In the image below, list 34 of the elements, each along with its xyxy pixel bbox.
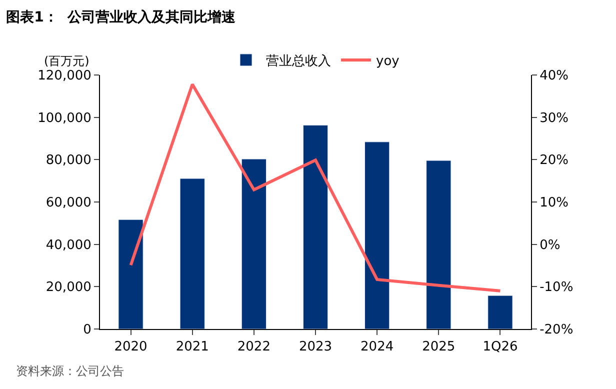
y-tick-label: 60,000 <box>46 196 92 211</box>
bar <box>488 295 513 329</box>
y-tick-label: 20,000 <box>46 280 92 296</box>
bar <box>364 142 390 329</box>
y2-tick-label: 30% <box>540 110 569 126</box>
bar <box>180 178 205 329</box>
y-tick-label: 100,000 <box>38 110 92 126</box>
y2-tick-label: 10% <box>540 196 569 211</box>
y2-tick-label: 40% <box>540 68 569 84</box>
x-tick-label: 2023 <box>298 340 332 355</box>
x-tick-label: 2022 <box>237 340 270 355</box>
chart-title: 图表1： 公司营业收入及其同比增速 <box>6 9 237 26</box>
y-tick-label: 80,000 <box>46 153 92 168</box>
y2-tick-label: 20% <box>540 153 569 168</box>
y-tick-label: 40,000 <box>46 238 92 253</box>
y2-tick-label: -10% <box>540 280 574 296</box>
bar <box>302 124 328 329</box>
legend-label: yoy <box>376 54 400 70</box>
bar <box>426 160 452 329</box>
y-tick-label: 0 <box>83 322 92 338</box>
x-tick-label: 2020 <box>114 340 148 355</box>
legend-label: 营业总收入 <box>266 54 331 70</box>
bar <box>118 219 144 329</box>
x-tick-label: 2021 <box>176 340 209 355</box>
y-tick-label: 120,000 <box>38 68 92 84</box>
text: 资料来源：公司公告 <box>16 364 124 378</box>
bar <box>241 158 266 329</box>
y2-tick-label: -20% <box>540 322 574 338</box>
x-tick-label: 2025 <box>422 340 456 355</box>
y-axis-title: (百万元) <box>44 54 90 68</box>
x-tick-label: 1Q26 <box>482 340 518 355</box>
line-series <box>129 82 502 292</box>
y2-tick-label: 0% <box>540 238 560 253</box>
x-tick-label: 2024 <box>360 340 394 355</box>
